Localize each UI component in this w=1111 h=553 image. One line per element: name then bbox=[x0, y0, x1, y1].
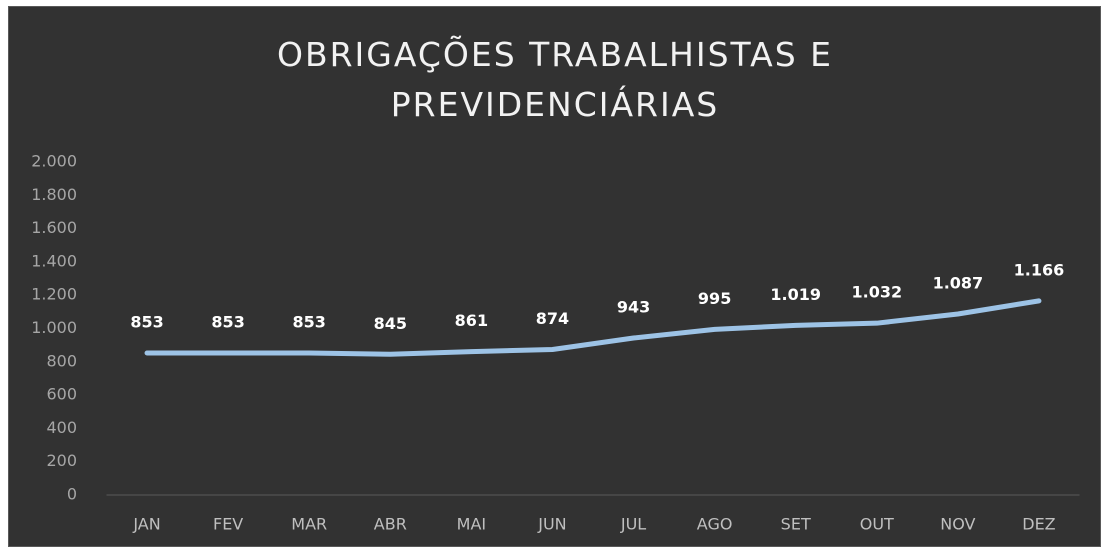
x-tick-label: JAN bbox=[132, 515, 160, 534]
x-tick-label: MAI bbox=[457, 515, 486, 534]
y-tick-label: 800 bbox=[46, 351, 77, 370]
y-tick-label: 1.000 bbox=[31, 318, 77, 337]
y-tick-label: 1.200 bbox=[31, 285, 77, 304]
x-tick-label: JUL bbox=[620, 515, 646, 534]
y-tick-label: 2.000 bbox=[31, 152, 77, 171]
y-tick-label: 1.400 bbox=[31, 251, 77, 270]
data-label: 845 bbox=[374, 314, 407, 333]
y-tick-label: 1.800 bbox=[31, 185, 77, 204]
data-label: 943 bbox=[617, 297, 650, 316]
x-tick-label: FEV bbox=[213, 515, 243, 534]
data-label: 1.087 bbox=[933, 274, 984, 293]
chart-background bbox=[8, 6, 1101, 547]
x-tick-label: ABR bbox=[374, 515, 407, 534]
data-label: 853 bbox=[130, 312, 163, 331]
y-tick-label: 200 bbox=[46, 451, 77, 470]
x-tick-label: SET bbox=[781, 515, 811, 534]
data-label: 1.019 bbox=[770, 285, 821, 304]
data-label: 874 bbox=[536, 309, 569, 328]
x-tick-label: MAR bbox=[291, 515, 327, 534]
x-tick-label: AGO bbox=[697, 515, 733, 534]
data-label: 853 bbox=[293, 312, 326, 331]
x-tick-label: DEZ bbox=[1022, 515, 1055, 534]
x-tick-label: OUT bbox=[860, 515, 894, 534]
data-label: 1.166 bbox=[1014, 260, 1065, 279]
y-tick-label: 1.600 bbox=[31, 218, 77, 237]
x-tick-label: NOV bbox=[940, 515, 975, 534]
data-label: 995 bbox=[698, 289, 731, 308]
chart-title: OBRIGAÇÕES TRABALHISTAS E PREVIDENCIÁRIA… bbox=[276, 35, 834, 124]
line-series bbox=[144, 298, 1042, 357]
data-label: 853 bbox=[211, 312, 244, 331]
y-tick-label: 600 bbox=[46, 385, 77, 404]
data-label: 861 bbox=[455, 311, 488, 330]
y-tick-label: 400 bbox=[46, 418, 77, 437]
x-tick-label: JUN bbox=[537, 515, 566, 534]
y-tick-label: 0 bbox=[67, 485, 77, 504]
data-label: 1.032 bbox=[851, 283, 902, 302]
